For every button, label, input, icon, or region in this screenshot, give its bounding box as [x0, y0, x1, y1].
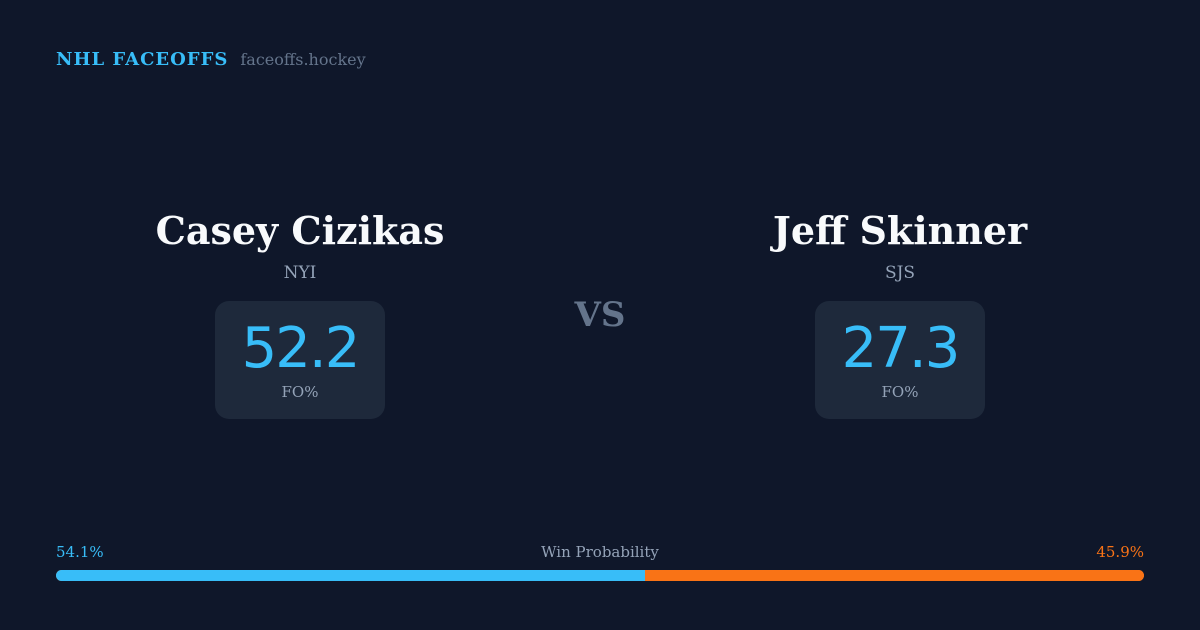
- player-right: Jeff Skinner SJS 27.3 FO%: [700, 205, 1100, 419]
- player-left: Casey Cizikas NYI 52.2 FO%: [100, 205, 500, 419]
- player-name: Jeff Skinner: [772, 208, 1028, 253]
- faceoff-percentage: 52.2: [241, 316, 361, 381]
- left-probability-fill: [56, 570, 645, 581]
- left-probability: 54.1%: [56, 543, 104, 561]
- brand-header: NHL FACEOFFS faceoffs.hockey: [56, 49, 366, 70]
- player-team: SJS: [884, 263, 916, 283]
- win-probability-title: Win Probability: [541, 543, 659, 561]
- brand-title: NHL FACEOFFS: [56, 49, 229, 70]
- versus-label: VS: [574, 295, 626, 335]
- win-probability-labels: 54.1% Win Probability 45.9%: [56, 543, 1144, 563]
- faceoff-label: FO%: [281, 383, 319, 401]
- win-probability-bar: [56, 570, 1144, 581]
- brand-url: faceoffs.hockey: [240, 50, 366, 69]
- right-probability-fill: [644, 570, 1144, 581]
- faceoff-stat-card: 52.2 FO%: [215, 301, 385, 419]
- right-probability: 45.9%: [1096, 543, 1144, 561]
- faceoff-stat-card: 27.3 FO%: [815, 301, 985, 419]
- faceoff-label: FO%: [881, 383, 919, 401]
- player-name: Casey Cizikas: [155, 208, 445, 253]
- player-team: NYI: [283, 263, 317, 283]
- faceoff-percentage: 27.3: [841, 316, 961, 381]
